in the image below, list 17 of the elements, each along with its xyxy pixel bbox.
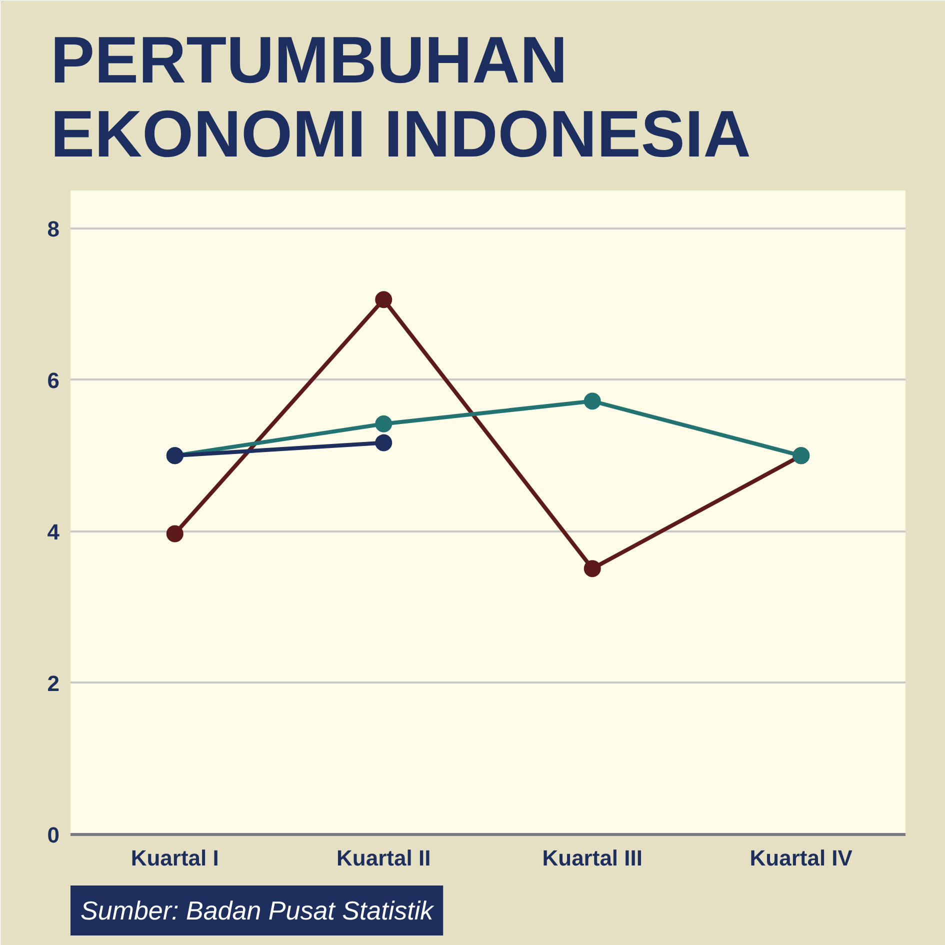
y-tick-label: 8 xyxy=(47,216,60,242)
point xyxy=(375,434,392,452)
y-tick-label: 4 xyxy=(47,519,60,544)
point xyxy=(584,392,601,410)
y-tick-label: 2 xyxy=(47,670,60,696)
chart-title: PERTUMBUHAN EKONOMI INDONESIA xyxy=(50,22,751,170)
x-tick-label: Kuartal I xyxy=(130,846,219,870)
x-tick-label: Kuartal II xyxy=(336,846,431,870)
y-tick-label: 0 xyxy=(47,822,60,848)
x-tick-label: Kuartal III xyxy=(542,846,642,870)
point xyxy=(166,525,184,542)
point xyxy=(375,291,392,308)
x-tick-label: Kuartal IV xyxy=(750,846,853,870)
text: Sumber: Badan Pusat Statistik xyxy=(80,896,436,926)
y-tick-label: 6 xyxy=(47,368,60,393)
point xyxy=(375,415,392,432)
point xyxy=(584,560,601,578)
